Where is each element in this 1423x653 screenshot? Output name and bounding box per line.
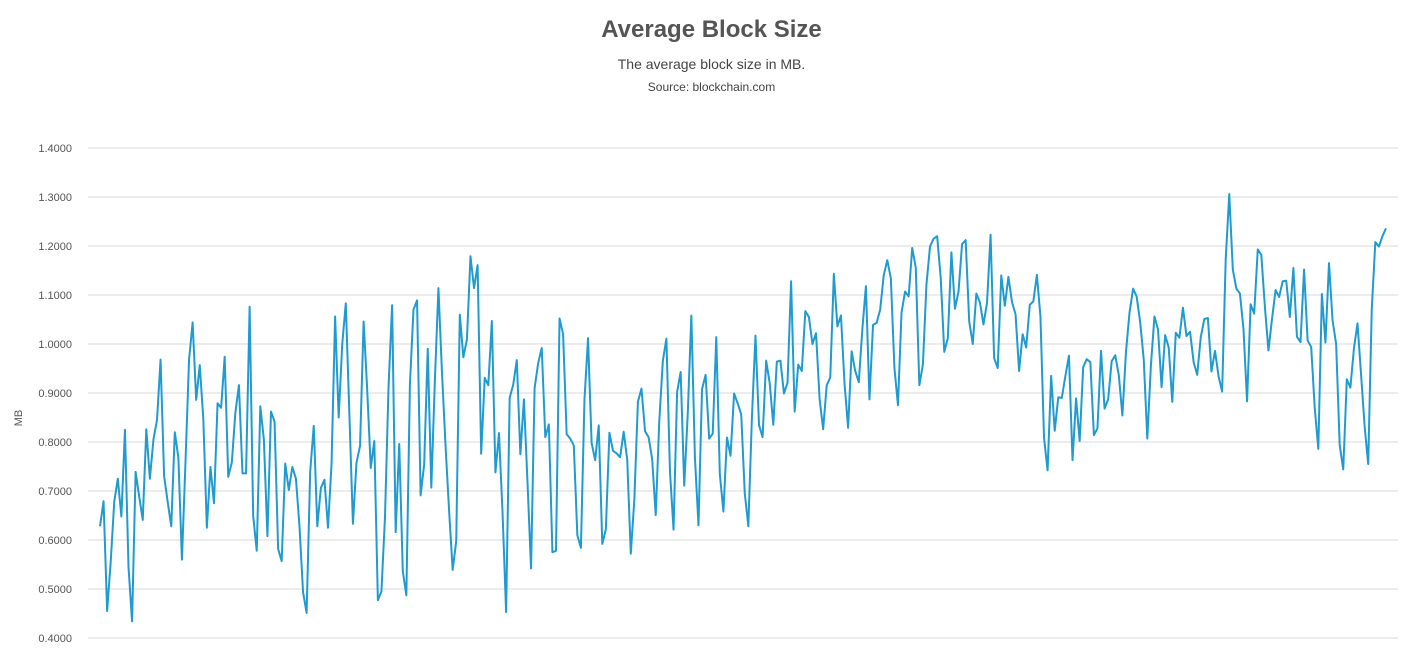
y-axis-label: MB [13,410,25,427]
chart-subtitle: The average block size in MB. [617,56,806,72]
gridlines [88,147,1398,639]
y-tick-label: 0.4000 [38,633,72,645]
y-tick-label: 0.6000 [38,535,72,547]
y-axis-ticks: 0.4000 0.5000 0.6000 0.7000 0.8000 0.9000 1.00… [38,143,72,645]
y-tick-label: 1.4000 [38,143,72,155]
chart-title: Average Block Size [601,16,822,43]
y-tick-label: 0.8000 [38,437,72,449]
series-line [99,193,1387,623]
y-tick-label: 1.0000 [38,339,72,351]
chart-source: Source: blockchain.com [647,80,776,94]
y-tick-label: 1.1000 [38,290,72,302]
y-tick-label: 1.2000 [38,241,72,253]
y-tick-label: 1.3000 [38,192,72,204]
y-tick-label: 0.5000 [38,584,72,596]
y-tick-label: 0.7000 [38,486,72,498]
y-tick-label: 0.9000 [38,388,72,400]
